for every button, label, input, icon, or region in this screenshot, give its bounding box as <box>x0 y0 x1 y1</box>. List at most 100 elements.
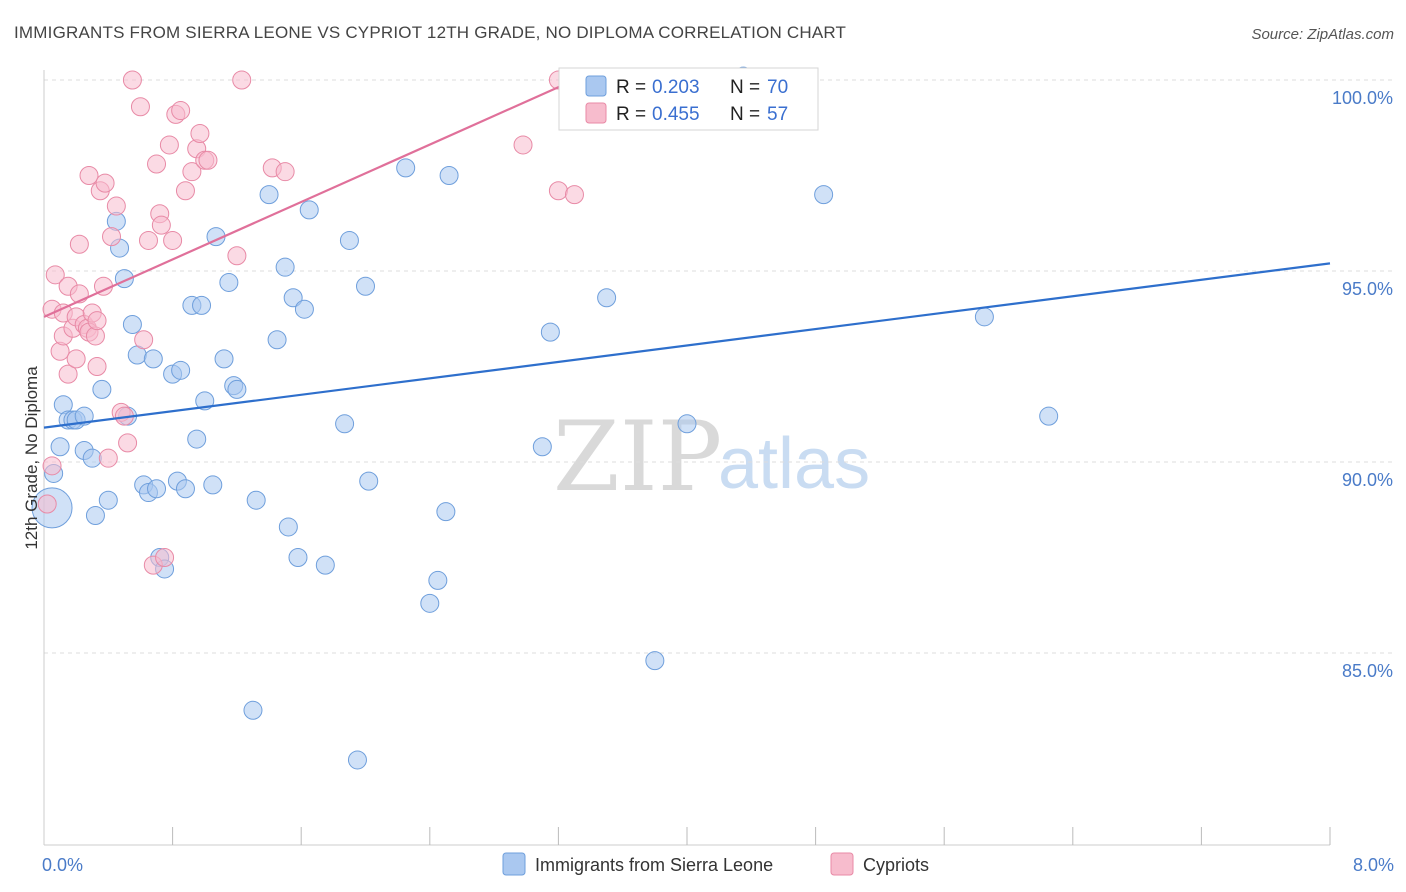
data-point-sierra-leone <box>315 555 335 575</box>
data-point-sierra-leone <box>347 750 367 770</box>
data-point-cypriots <box>513 135 533 155</box>
data-point-sierra-leone <box>175 479 195 499</box>
data-point-sierra-leone <box>219 272 239 292</box>
trend-line-cypriots <box>43 78 575 318</box>
data-point-sierra-leone <box>187 429 207 449</box>
watermark: ZIP atlas <box>553 401 870 513</box>
data-point-cypriots <box>175 181 195 201</box>
data-point-sierra-leone <box>335 414 355 434</box>
y-tick-label: 100.0% <box>1332 88 1393 108</box>
chart-title: IMMIGRANTS FROM SIERRA LEONE VS CYPRIOT … <box>14 23 846 42</box>
data-point-sierra-leone <box>82 448 102 468</box>
data-point-sierra-leone <box>171 360 191 380</box>
data-point-sierra-leone <box>814 185 834 205</box>
data-point-sierra-leone <box>677 414 697 434</box>
data-point-cypriots <box>275 162 295 182</box>
data-point-cypriots <box>227 246 247 266</box>
data-point-sierra-leone <box>147 479 167 499</box>
data-point-sierra-leone <box>246 490 266 510</box>
y-tick-label: 90.0% <box>1342 470 1393 490</box>
data-point-sierra-leone <box>203 475 223 495</box>
gridlines <box>44 79 1394 654</box>
data-point-cypriots <box>182 162 202 182</box>
data-point-sierra-leone <box>540 322 560 342</box>
data-point-sierra-leone <box>974 307 994 327</box>
data-point-sierra-leone <box>356 276 375 296</box>
series-cypriots-points <box>37 70 584 575</box>
data-point-sierra-leone <box>294 299 314 319</box>
data-point-sierra-leone <box>283 288 303 308</box>
stats-n-value-blue: 70 <box>767 77 788 98</box>
data-point-cypriots <box>171 101 191 121</box>
data-point-cypriots <box>95 173 115 193</box>
data-point-sierra-leone <box>299 200 319 220</box>
data-point-cypriots <box>564 185 584 205</box>
x-tick-label: 8.0% <box>1353 855 1394 875</box>
y-tick-label: 95.0% <box>1342 279 1393 299</box>
data-point-cypriots <box>37 494 57 514</box>
y-tick-label: 85.0% <box>1342 661 1393 681</box>
y-axis-label: 12th Grade, No Diploma <box>22 366 41 550</box>
watermark-zip: ZIP <box>553 401 722 513</box>
data-point-cypriots <box>79 166 99 185</box>
data-point-sierra-leone <box>227 379 247 399</box>
data-point-cypriots <box>58 364 78 384</box>
data-point-cypriots <box>198 150 218 170</box>
stats-legend-swatch-pink <box>585 102 607 124</box>
stats-legend-swatch-blue <box>585 75 607 97</box>
stats-n-label-blue: N = <box>730 77 760 98</box>
data-point-sierra-leone <box>143 349 163 369</box>
data-point-cypriots <box>87 311 107 331</box>
data-point-cypriots <box>87 357 107 376</box>
data-point-sierra-leone <box>645 651 665 671</box>
data-point-sierra-leone <box>243 700 263 720</box>
data-point-sierra-leone <box>420 593 440 613</box>
data-point-sierra-leone <box>85 505 105 525</box>
data-point-cypriots <box>69 234 89 254</box>
data-point-cypriots <box>130 97 150 117</box>
data-point-sierra-leone <box>396 158 416 178</box>
data-point-sierra-leone <box>214 349 234 369</box>
data-point-cypriots <box>45 265 65 285</box>
chart-source: Source: ZipAtlas.com <box>1251 26 1394 43</box>
data-point-sierra-leone <box>439 166 459 185</box>
stats-legend: R = 0.203 N = 70 R = 0.455 N = 57 <box>558 67 819 131</box>
stats-r-value-blue: 0.203 <box>652 77 700 98</box>
data-point-sierra-leone <box>259 185 279 205</box>
data-point-sierra-leone <box>278 517 298 537</box>
axis-ticks: 100.0% 95.0% 90.0% 85.0% 0.0% 8.0% <box>42 88 1394 875</box>
data-point-cypriots <box>42 456 62 476</box>
data-point-sierra-leone <box>428 570 448 590</box>
data-point-cypriots <box>134 330 154 350</box>
data-point-cypriots <box>138 230 158 250</box>
legend-label-cypriots: Cypriots <box>863 855 929 875</box>
data-point-cypriots <box>98 448 118 468</box>
data-point-cypriots <box>151 215 171 235</box>
data-point-cypriots <box>155 548 175 567</box>
data-point-cypriots <box>118 433 138 453</box>
data-point-sierra-leone <box>275 257 295 277</box>
data-point-sierra-leone <box>288 548 308 567</box>
data-point-cypriots <box>122 70 142 90</box>
trend-lines <box>43 78 1331 429</box>
data-point-cypriots <box>163 230 183 250</box>
data-point-cypriots <box>147 154 167 174</box>
data-point-cypriots <box>548 181 568 201</box>
x-tick-label: 0.0% <box>42 855 83 875</box>
trend-line-sierra-leone <box>43 262 1331 429</box>
data-point-sierra-leone <box>195 391 215 411</box>
data-point-cypriots <box>190 123 210 143</box>
series-legend: Immigrants from Sierra Leone Cypriots <box>502 852 929 876</box>
stats-n-value-pink: 57 <box>767 104 788 125</box>
stats-n-label-pink: N = <box>730 104 760 125</box>
data-point-sierra-leone <box>267 330 287 350</box>
data-point-cypriots <box>102 227 122 247</box>
legend-label-sierra-leone: Immigrants from Sierra Leone <box>535 855 773 875</box>
data-point-cypriots <box>232 70 252 90</box>
data-point-cypriots <box>106 196 126 216</box>
data-point-sierra-leone <box>74 406 94 426</box>
stats-r-label-blue: R = <box>616 77 646 98</box>
data-point-sierra-leone <box>192 295 212 315</box>
data-point-sierra-leone <box>339 230 359 250</box>
